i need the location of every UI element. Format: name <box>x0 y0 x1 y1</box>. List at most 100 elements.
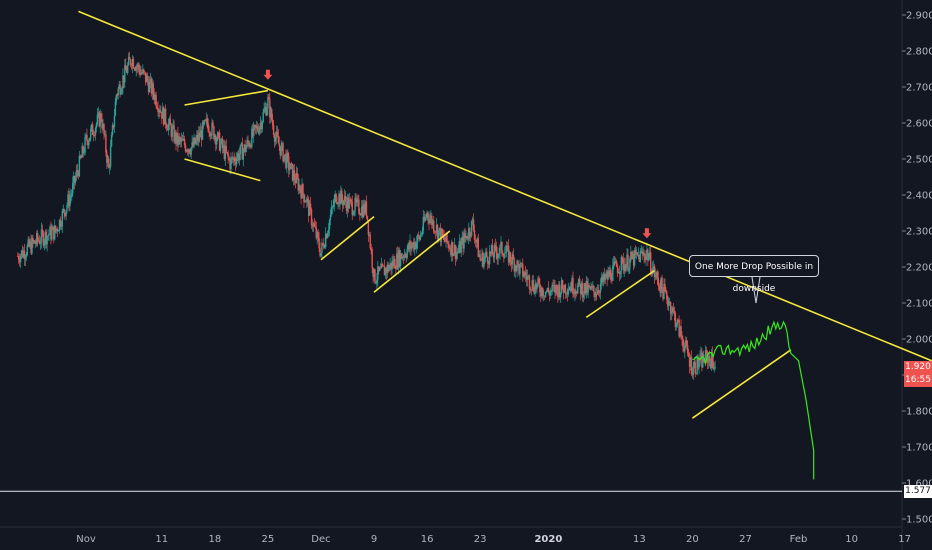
candle-body <box>596 290 599 295</box>
candle-body <box>501 241 503 254</box>
candle-body <box>176 132 178 144</box>
candle-body <box>559 292 562 298</box>
candle-body <box>368 234 371 236</box>
candle-body <box>332 206 334 208</box>
candle-body <box>54 225 57 232</box>
candle-body <box>432 220 434 225</box>
candle-body <box>693 362 695 367</box>
candle-body <box>521 263 523 264</box>
candle-body <box>423 216 425 221</box>
candle-body <box>704 350 707 363</box>
candle-body <box>412 242 414 246</box>
candle-body <box>274 137 277 142</box>
candle-body <box>445 232 447 242</box>
candle-body <box>366 215 369 220</box>
candle-body <box>135 66 137 71</box>
candle-body <box>115 94 118 102</box>
candle-body <box>129 59 132 66</box>
candle-body <box>106 152 108 164</box>
candle-body <box>68 194 70 207</box>
candle-body <box>414 242 416 250</box>
candle-body <box>510 261 513 265</box>
candle-body <box>201 122 204 140</box>
candle-body <box>581 282 584 298</box>
candle-body <box>92 134 95 136</box>
candle-body <box>696 356 698 374</box>
candle-body <box>480 259 482 261</box>
y-tick-label: 2.100 <box>906 299 932 310</box>
candle-body <box>207 123 209 132</box>
candle-body <box>561 279 564 289</box>
candle-body <box>484 255 486 259</box>
candle-body <box>517 260 519 265</box>
candle-body <box>318 237 320 249</box>
candle-body <box>89 137 91 141</box>
candle-body <box>502 253 504 256</box>
candle-body <box>469 228 471 236</box>
candle-body <box>50 226 52 240</box>
candle-body <box>254 124 257 128</box>
candle-body <box>256 126 259 131</box>
candle-body <box>504 253 506 258</box>
candle-body <box>648 257 650 261</box>
candle-body <box>556 285 558 289</box>
candle-body <box>496 252 498 259</box>
x-tick-label: 27 <box>739 534 752 545</box>
annotation-callout: One More Drop Possible in downside <box>689 255 819 294</box>
candle-body <box>179 137 181 139</box>
candle-body <box>370 248 372 250</box>
trendline-flag-2 <box>373 230 451 293</box>
candle-body <box>20 250 23 256</box>
candle-body <box>168 118 171 124</box>
candle-body <box>454 244 457 259</box>
candle-body <box>218 132 221 151</box>
candle-body <box>562 288 565 293</box>
candle-body <box>567 289 569 295</box>
candle-body <box>554 285 556 294</box>
candle-body <box>672 307 675 311</box>
candle-body <box>458 241 461 251</box>
candle-body <box>375 282 377 284</box>
candle-body <box>388 267 390 272</box>
candle-body <box>674 313 677 327</box>
candle-body <box>19 255 22 263</box>
candle-body <box>138 64 140 70</box>
x-tick-label: 25 <box>262 534 275 545</box>
candle-body <box>316 231 318 238</box>
candle-body <box>462 236 464 249</box>
candle-body <box>522 263 524 277</box>
candle-body <box>399 253 402 267</box>
candle-body <box>582 294 585 298</box>
candle-body <box>489 251 492 254</box>
candle-body <box>435 224 438 233</box>
candle-body <box>474 239 477 241</box>
candle-body <box>273 134 276 142</box>
candle-body <box>614 261 617 264</box>
candle-body <box>675 325 677 327</box>
candle-body <box>334 193 336 199</box>
candle-body <box>42 232 45 246</box>
candle-body <box>511 254 514 265</box>
candle-body <box>469 235 472 237</box>
candle-body <box>613 261 615 266</box>
projection-path <box>692 320 815 480</box>
candle-body <box>29 241 31 247</box>
candle-body <box>98 112 100 127</box>
candle-body <box>397 250 400 268</box>
candle-body <box>51 229 53 240</box>
candle-body <box>217 132 220 134</box>
candle-body <box>180 138 183 142</box>
candle-body <box>425 217 427 219</box>
candle-body <box>356 199 358 203</box>
candle-body <box>568 289 570 291</box>
candle-body <box>235 161 237 165</box>
candle-body <box>350 199 352 202</box>
y-tick-label: 2.800 <box>906 47 932 58</box>
candle-body <box>180 138 182 142</box>
candle-body <box>373 269 375 277</box>
candle-body <box>527 275 530 277</box>
candle-body <box>148 81 151 93</box>
candle-body <box>147 81 150 93</box>
candle-body <box>53 226 55 240</box>
x-tick-label: Dec <box>311 534 330 545</box>
